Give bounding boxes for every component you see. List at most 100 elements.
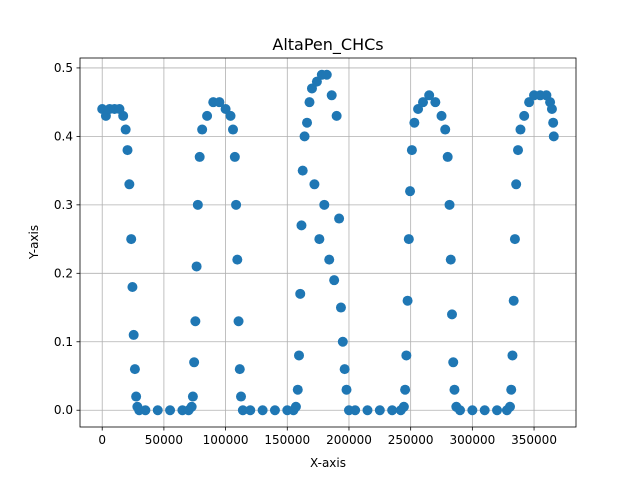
data-point	[197, 124, 208, 135]
data-point	[202, 110, 213, 121]
data-point	[329, 275, 340, 286]
plot-frame	[79, 57, 577, 428]
data-point	[296, 220, 307, 231]
data-point	[430, 97, 441, 108]
data-point	[297, 165, 308, 176]
data-point	[229, 151, 240, 162]
data-point	[511, 179, 522, 190]
data-point	[515, 124, 526, 135]
x-tick-label: 300000	[449, 433, 495, 447]
y-tick-label: 0.4	[54, 129, 73, 143]
data-point	[269, 405, 280, 416]
data-point	[319, 199, 330, 210]
data-point	[225, 110, 236, 121]
data-point	[257, 405, 268, 416]
data-point	[234, 364, 245, 375]
data-point	[467, 405, 478, 416]
data-point	[191, 261, 202, 272]
data-point	[126, 234, 137, 245]
data-point	[231, 199, 242, 210]
data-point	[504, 401, 515, 412]
data-point	[341, 384, 352, 395]
data-point	[118, 110, 129, 121]
data-point	[374, 405, 385, 416]
data-point	[448, 357, 459, 368]
data-point	[445, 254, 456, 265]
data-point	[294, 350, 305, 361]
data-point	[214, 97, 225, 108]
data-point	[444, 199, 455, 210]
data-point	[548, 117, 559, 128]
data-point	[127, 281, 138, 292]
x-tick-label: 200000	[326, 433, 372, 447]
tick-layer: 0 50000 100000 150000 200000 250000 300000 3500…	[54, 61, 557, 447]
y-tick-label: 0.5	[54, 61, 73, 75]
data-point	[194, 151, 205, 162]
x-tick-label: 0	[98, 433, 106, 447]
data-point	[507, 350, 518, 361]
data-point	[509, 234, 520, 245]
data-point	[508, 295, 519, 306]
data-point	[129, 364, 140, 375]
data-point	[152, 405, 163, 416]
chart-title: AltaPen_CHCs	[272, 35, 383, 55]
data-point	[140, 405, 151, 416]
data-point	[324, 254, 335, 265]
data-point	[455, 405, 466, 416]
data-point	[292, 384, 303, 395]
x-tick-label: 50000	[145, 433, 183, 447]
data-point	[400, 384, 411, 395]
data-point	[187, 391, 198, 402]
data-point	[424, 90, 435, 101]
data-point	[440, 124, 451, 135]
data-point	[335, 302, 346, 313]
data-point	[513, 145, 524, 156]
data-point	[406, 145, 417, 156]
data-point	[314, 234, 325, 245]
y-tick-label: 0.1	[54, 335, 73, 349]
data-point	[299, 131, 310, 142]
data-point	[232, 254, 243, 265]
y-tick-label: 0.0	[54, 403, 73, 417]
x-tick-label: 250000	[388, 433, 434, 447]
data-point	[331, 110, 342, 121]
data-point	[548, 131, 559, 142]
data-point	[409, 117, 420, 128]
x-axis-label: X-axis	[310, 456, 346, 470]
data-point	[295, 288, 306, 299]
data-point	[398, 401, 409, 412]
x-tick-label: 100000	[203, 433, 249, 447]
data-point	[418, 97, 429, 108]
data-point	[362, 405, 373, 416]
data-point	[447, 309, 457, 320]
data-point	[302, 117, 313, 128]
data-point	[449, 384, 460, 395]
data-point	[403, 234, 414, 245]
x-tick-label: 150000	[264, 433, 310, 447]
data-point	[233, 316, 244, 327]
data-point	[402, 295, 413, 306]
data-point	[237, 405, 248, 416]
data-point	[436, 110, 447, 121]
data-point	[192, 199, 203, 210]
data-point	[519, 110, 530, 121]
data-point	[165, 405, 176, 416]
x-tick-label: 350000	[511, 433, 557, 447]
data-point	[131, 391, 142, 402]
data-point	[326, 90, 337, 101]
data-point	[387, 405, 398, 416]
y-tick-label: 0.3	[54, 198, 73, 212]
y-axis-label: Y-axis	[27, 225, 41, 260]
data-point	[236, 391, 247, 402]
y-tick-label: 0.2	[54, 266, 73, 280]
data-point	[479, 405, 490, 416]
data-point	[186, 401, 197, 412]
data-point	[120, 124, 131, 135]
data-point	[309, 179, 320, 190]
data-point	[227, 124, 238, 135]
data-point	[492, 405, 503, 416]
data-point	[339, 364, 350, 375]
data-point	[337, 336, 348, 347]
data-point	[245, 405, 256, 416]
data-point	[321, 69, 332, 80]
